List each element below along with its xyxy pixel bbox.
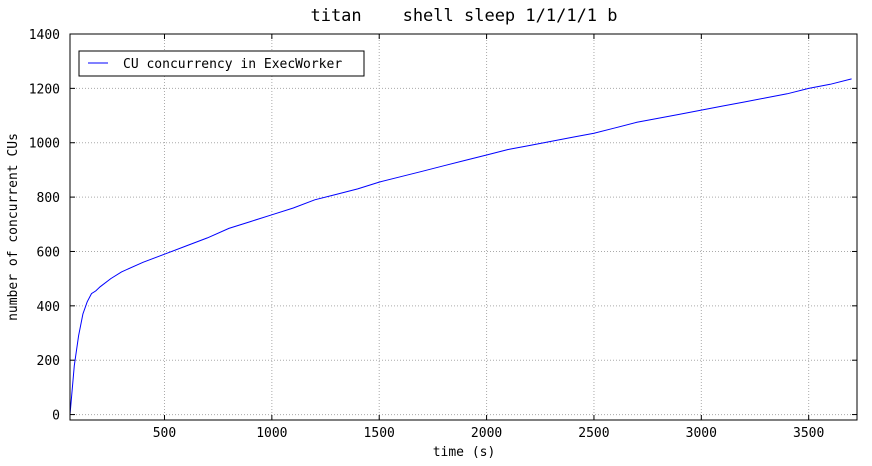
plot-frame [69, 33, 858, 421]
y-tick-label: 400 [37, 300, 60, 315]
grid-lines [70, 33, 857, 420]
x-tick-label: 500 [153, 426, 176, 441]
legend-box [78, 50, 365, 77]
x-tick-label: 1000 [256, 426, 287, 441]
y-tick-labels: 0 200 400 600 800 1000 1200 1400 [29, 28, 60, 424]
axis-ticks [70, 33, 857, 420]
y-tick-label: 200 [37, 354, 60, 369]
y-tick-label: 0 [52, 409, 60, 424]
x-tick-label: 3500 [793, 426, 824, 441]
x-tick-labels: 500 1000 1500 2000 2500 3000 3500 [153, 426, 825, 441]
y-tick-label: 800 [37, 191, 60, 206]
x-tick-label: 2000 [471, 426, 502, 441]
x-tick-label: 1500 [364, 426, 395, 441]
chart-title: titan shell sleep 1/1/1/1 b [310, 6, 617, 26]
y-axis-label: number of concurrent CUs [6, 133, 21, 321]
y-tick-label: 1000 [29, 137, 60, 152]
x-tick-label: 2500 [578, 426, 609, 441]
y-tick-label: 1200 [29, 82, 60, 97]
x-tick-label: 3000 [686, 426, 717, 441]
legend: CU concurrency in ExecWorker [78, 50, 365, 77]
series-line-cu-concurrency [69, 78, 852, 415]
x-axis-label: time (s) [433, 445, 496, 460]
y-tick-label: 600 [37, 245, 60, 260]
y-tick-label: 1400 [29, 28, 60, 43]
legend-label: CU concurrency in ExecWorker [123, 57, 342, 72]
